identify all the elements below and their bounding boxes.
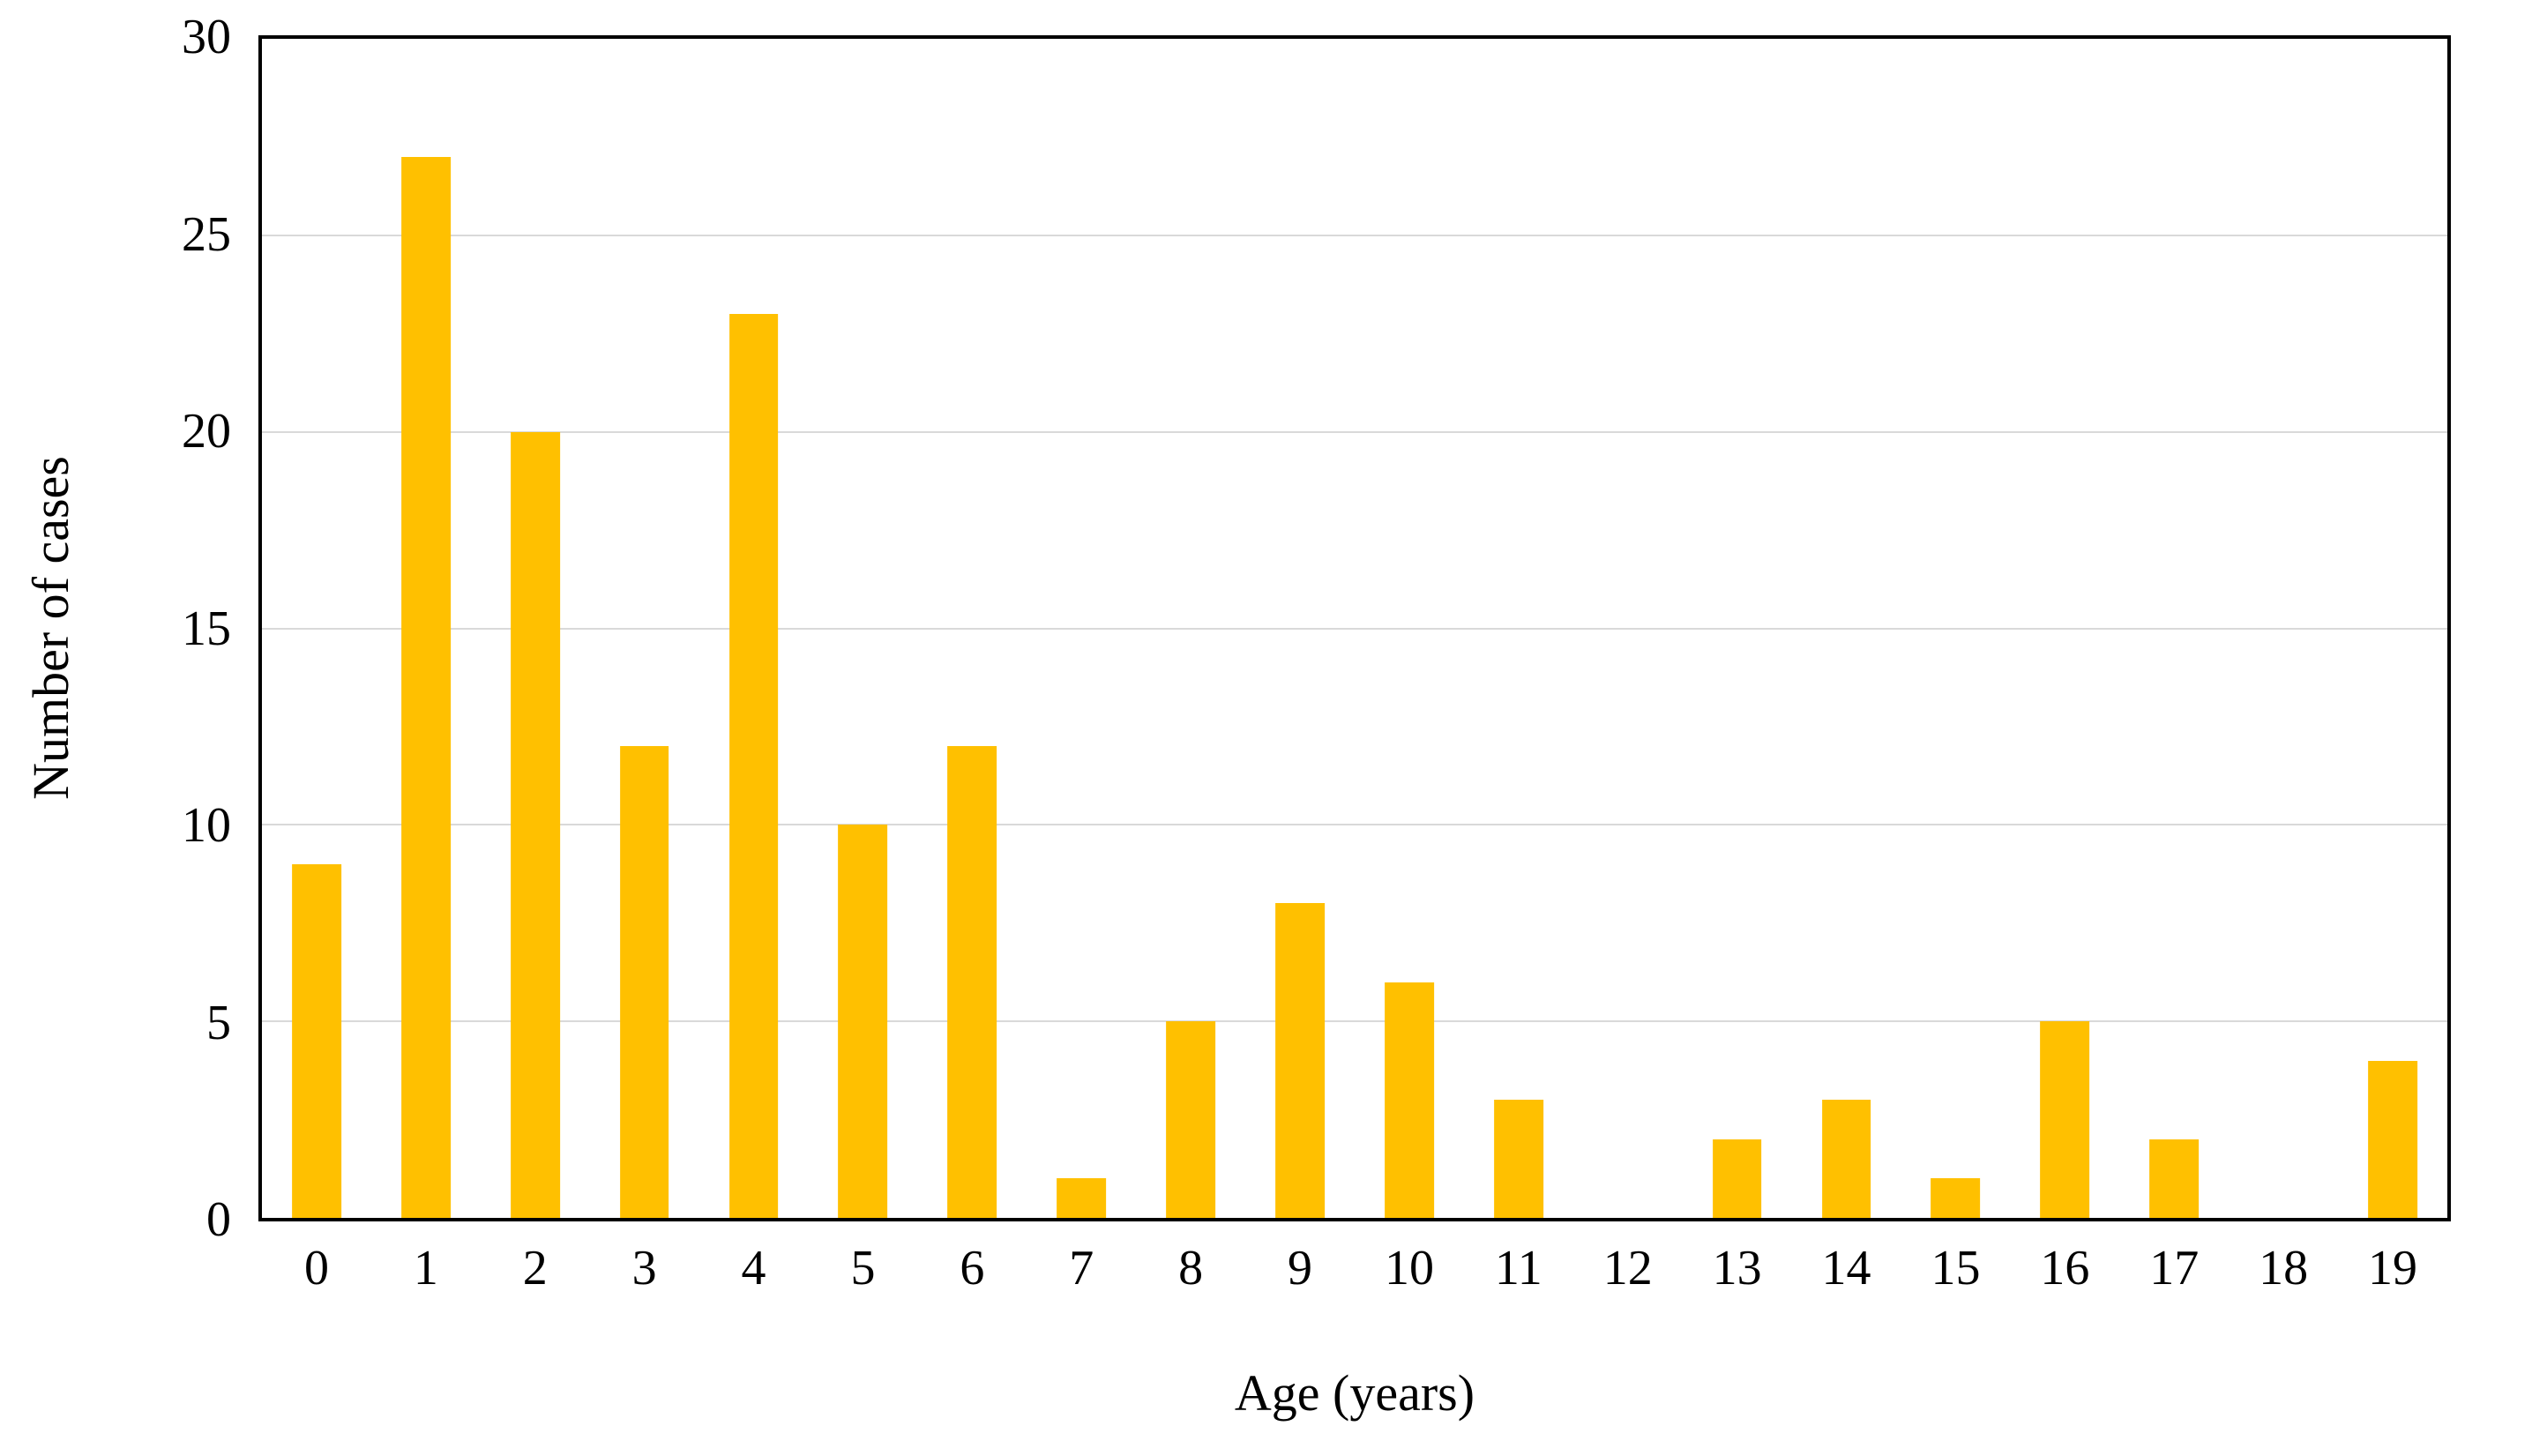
y-tick-label-30: 30 — [182, 10, 231, 64]
x-tick-label-9: 9 — [1288, 1241, 1313, 1295]
bar-age-13 — [1712, 1139, 1762, 1218]
bar-age-2 — [510, 431, 560, 1218]
x-tick-label-13: 13 — [1712, 1241, 1762, 1295]
bar-age-5 — [838, 825, 888, 1218]
bar-age-8 — [1166, 1021, 1216, 1218]
y-tick-label-0: 0 — [206, 1192, 231, 1247]
x-tick-label-15: 15 — [1931, 1241, 1981, 1295]
bar-age-11 — [1493, 1100, 1543, 1218]
x-tick-label-19: 19 — [2368, 1241, 2418, 1295]
bar-age-6 — [947, 746, 997, 1218]
x-tick-label-16: 16 — [2040, 1241, 2090, 1295]
y-tick-label-15: 15 — [182, 601, 231, 656]
x-axis-title: Age (years) — [1234, 1364, 1475, 1422]
x-tick-label-0: 0 — [303, 1241, 329, 1295]
bar-age-16 — [2040, 1021, 2090, 1218]
x-tick-label-4: 4 — [741, 1241, 766, 1295]
gridline-y-10 — [262, 824, 2447, 826]
bar-age-19 — [2368, 1060, 2417, 1218]
x-tick-label-18: 18 — [2259, 1241, 2309, 1295]
y-tick-label-20: 20 — [182, 404, 231, 459]
gridline-y-5 — [262, 1020, 2447, 1023]
x-tick-label-7: 7 — [1069, 1241, 1094, 1295]
gridline-y-25 — [262, 234, 2447, 236]
y-tick-label-5: 5 — [206, 995, 231, 1050]
bar-age-3 — [619, 746, 669, 1218]
x-tick-label-10: 10 — [1384, 1241, 1434, 1295]
bar-age-14 — [1821, 1100, 1871, 1218]
y-tick-label-25: 25 — [182, 206, 231, 262]
x-tick-label-12: 12 — [1602, 1241, 1653, 1295]
gridline-y-20 — [262, 430, 2447, 433]
x-tick-label-5: 5 — [850, 1241, 876, 1295]
bar-age-4 — [728, 313, 779, 1218]
gridline-y-15 — [262, 627, 2447, 630]
y-axis-tick-labels: 0 5 10 15 20 25 30 — [0, 12, 231, 1244]
bar-age-9 — [1275, 903, 1325, 1218]
bar-age-10 — [1385, 982, 1434, 1218]
x-axis-tick-labels: 0 1 2 3 4 5 6 7 8 9 10 11 12 13 14 15 16 17 18 19 — [262, 1243, 2447, 1314]
x-tick-label-6: 6 — [960, 1241, 985, 1295]
bar-age-15 — [1931, 1178, 1981, 1218]
x-tick-label-11: 11 — [1494, 1241, 1542, 1295]
x-tick-label-14: 14 — [1821, 1241, 1871, 1295]
gridlines-container — [262, 39, 2447, 1218]
x-tick-label-8: 8 — [1178, 1241, 1204, 1295]
bar-age-1 — [400, 156, 451, 1218]
x-tick-label-3: 3 — [631, 1241, 657, 1295]
bars-container — [262, 39, 2447, 1218]
plot-area — [258, 35, 2451, 1221]
bar-age-0 — [292, 863, 341, 1218]
y-tick-label-10: 10 — [182, 798, 231, 853]
x-tick-label-2: 2 — [522, 1241, 548, 1295]
x-tick-label-17: 17 — [2149, 1241, 2200, 1295]
bar-age-17 — [2149, 1139, 2200, 1218]
x-tick-label-1: 1 — [413, 1241, 438, 1295]
bar-age-7 — [1057, 1178, 1107, 1218]
